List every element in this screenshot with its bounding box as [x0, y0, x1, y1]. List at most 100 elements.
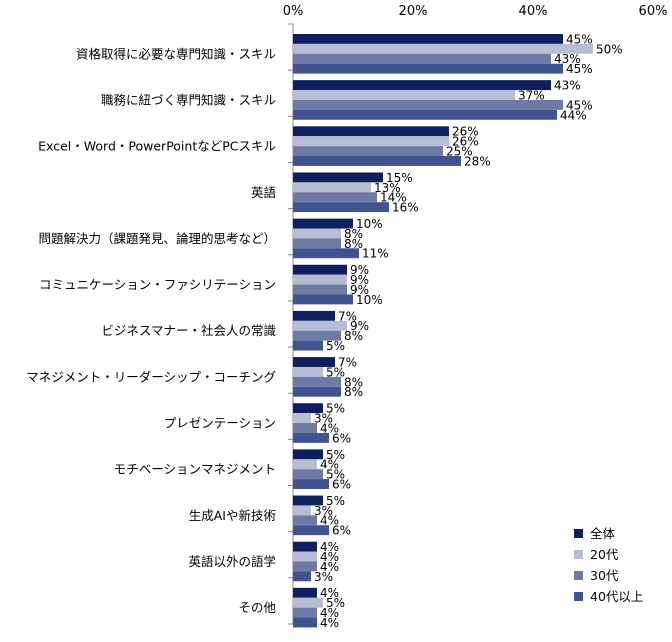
data-label: 45% [566, 62, 593, 76]
bar [293, 376, 341, 387]
bar [293, 43, 593, 54]
data-label: 4% [320, 616, 339, 630]
bar [293, 126, 449, 137]
data-label: 15% [386, 171, 413, 185]
data-label: 45% [566, 98, 593, 112]
bars-layer [293, 34, 593, 628]
bar [293, 495, 323, 506]
bar [293, 449, 323, 460]
bar [293, 357, 335, 367]
bar [293, 459, 317, 470]
legend-label: 全体 [590, 526, 616, 541]
data-label: 7% [338, 309, 357, 323]
bar [293, 228, 341, 239]
data-label: 3% [314, 570, 333, 584]
data-label: 14% [380, 191, 407, 205]
data-label: 4% [320, 606, 339, 620]
bar [293, 34, 563, 44]
data-label: 4% [320, 550, 339, 564]
bar [293, 617, 317, 628]
x-tick-label: 0% [283, 4, 304, 19]
bar [293, 340, 323, 351]
data-label: 5% [326, 494, 345, 508]
axis-layer: 0% 20% 40% 60% 資格取得に必要な専門知識・スキル職務に紐づく専門知識・スキ… [26, 4, 668, 625]
bar [293, 192, 377, 203]
category-label: 資格取得に必要な専門知識・スキル [76, 46, 276, 61]
bar [293, 469, 323, 480]
data-label: 43% [554, 52, 581, 66]
data-label: 4% [320, 540, 339, 554]
data-label: 4% [320, 458, 339, 472]
data-label: 3% [314, 412, 333, 426]
bar [293, 136, 449, 147]
data-label: 8% [344, 227, 363, 241]
data-label: 5% [326, 468, 345, 482]
data-label: 5% [326, 596, 345, 610]
bar [293, 432, 329, 443]
data-label: 44% [560, 108, 587, 122]
data-label: 9% [350, 273, 369, 287]
data-label: 11% [362, 247, 389, 261]
category-label: ビジネスマナー・社会人の常識 [101, 323, 276, 338]
bar [293, 607, 317, 618]
bar [293, 218, 353, 229]
legend-label: 30代 [590, 568, 619, 583]
bar [293, 63, 563, 74]
category-label: プレゼンテーション [164, 416, 276, 431]
bar [293, 80, 551, 91]
data-label: 5% [326, 402, 345, 416]
data-label: 8% [344, 237, 363, 251]
bar [293, 310, 335, 321]
data-label: 9% [350, 319, 369, 333]
data-label: 8% [344, 385, 363, 399]
bar [293, 202, 389, 213]
data-label: 37% [518, 88, 545, 102]
category-label: その他 [238, 600, 276, 615]
data-label: 43% [554, 79, 581, 93]
data-label: 10% [356, 293, 383, 307]
bar [293, 109, 557, 120]
bar [293, 541, 317, 552]
category-label: マネジメント・リーダーシップ・コーチング [26, 369, 276, 384]
bar [293, 515, 317, 526]
bar [293, 182, 371, 193]
bar [293, 172, 383, 183]
bar [293, 423, 317, 433]
category-label: Excel・Word・PowerPointなどPCスキル [38, 139, 276, 154]
data-label: 4% [320, 514, 339, 528]
bar [293, 571, 311, 582]
bar [293, 294, 353, 305]
data-label: 25% [446, 145, 473, 159]
data-label: 50% [596, 42, 623, 56]
bar [293, 99, 563, 110]
bar [293, 587, 317, 598]
data-label: 4% [320, 421, 339, 435]
data-label: 6% [332, 431, 351, 445]
bar [293, 505, 311, 516]
category-label: 職務に紐づく専門知識・スキル [101, 92, 276, 107]
bar [293, 330, 341, 341]
data-labels-layer: 45%50%43%45%43%37%45%44%26%26%25%28%15%1… [314, 32, 623, 630]
bar [293, 284, 347, 295]
bar [293, 479, 329, 489]
data-label: 9% [350, 263, 369, 277]
x-tick-label: 60% [639, 4, 668, 19]
data-label: 13% [374, 181, 401, 195]
bar [293, 561, 317, 572]
data-label: 10% [356, 217, 383, 231]
bar [293, 597, 323, 608]
bar [293, 53, 551, 64]
bar [293, 366, 323, 377]
bar [293, 320, 347, 331]
data-label: 8% [344, 329, 363, 343]
data-label: 26% [452, 135, 479, 149]
category-label: コミュニケーション・ファシリテーション [39, 277, 276, 292]
bar [293, 551, 317, 562]
data-label: 8% [344, 375, 363, 389]
data-label: 5% [326, 339, 345, 353]
bar [293, 403, 323, 414]
data-label: 4% [320, 586, 339, 600]
data-label: 4% [320, 560, 339, 574]
bar [293, 525, 329, 536]
